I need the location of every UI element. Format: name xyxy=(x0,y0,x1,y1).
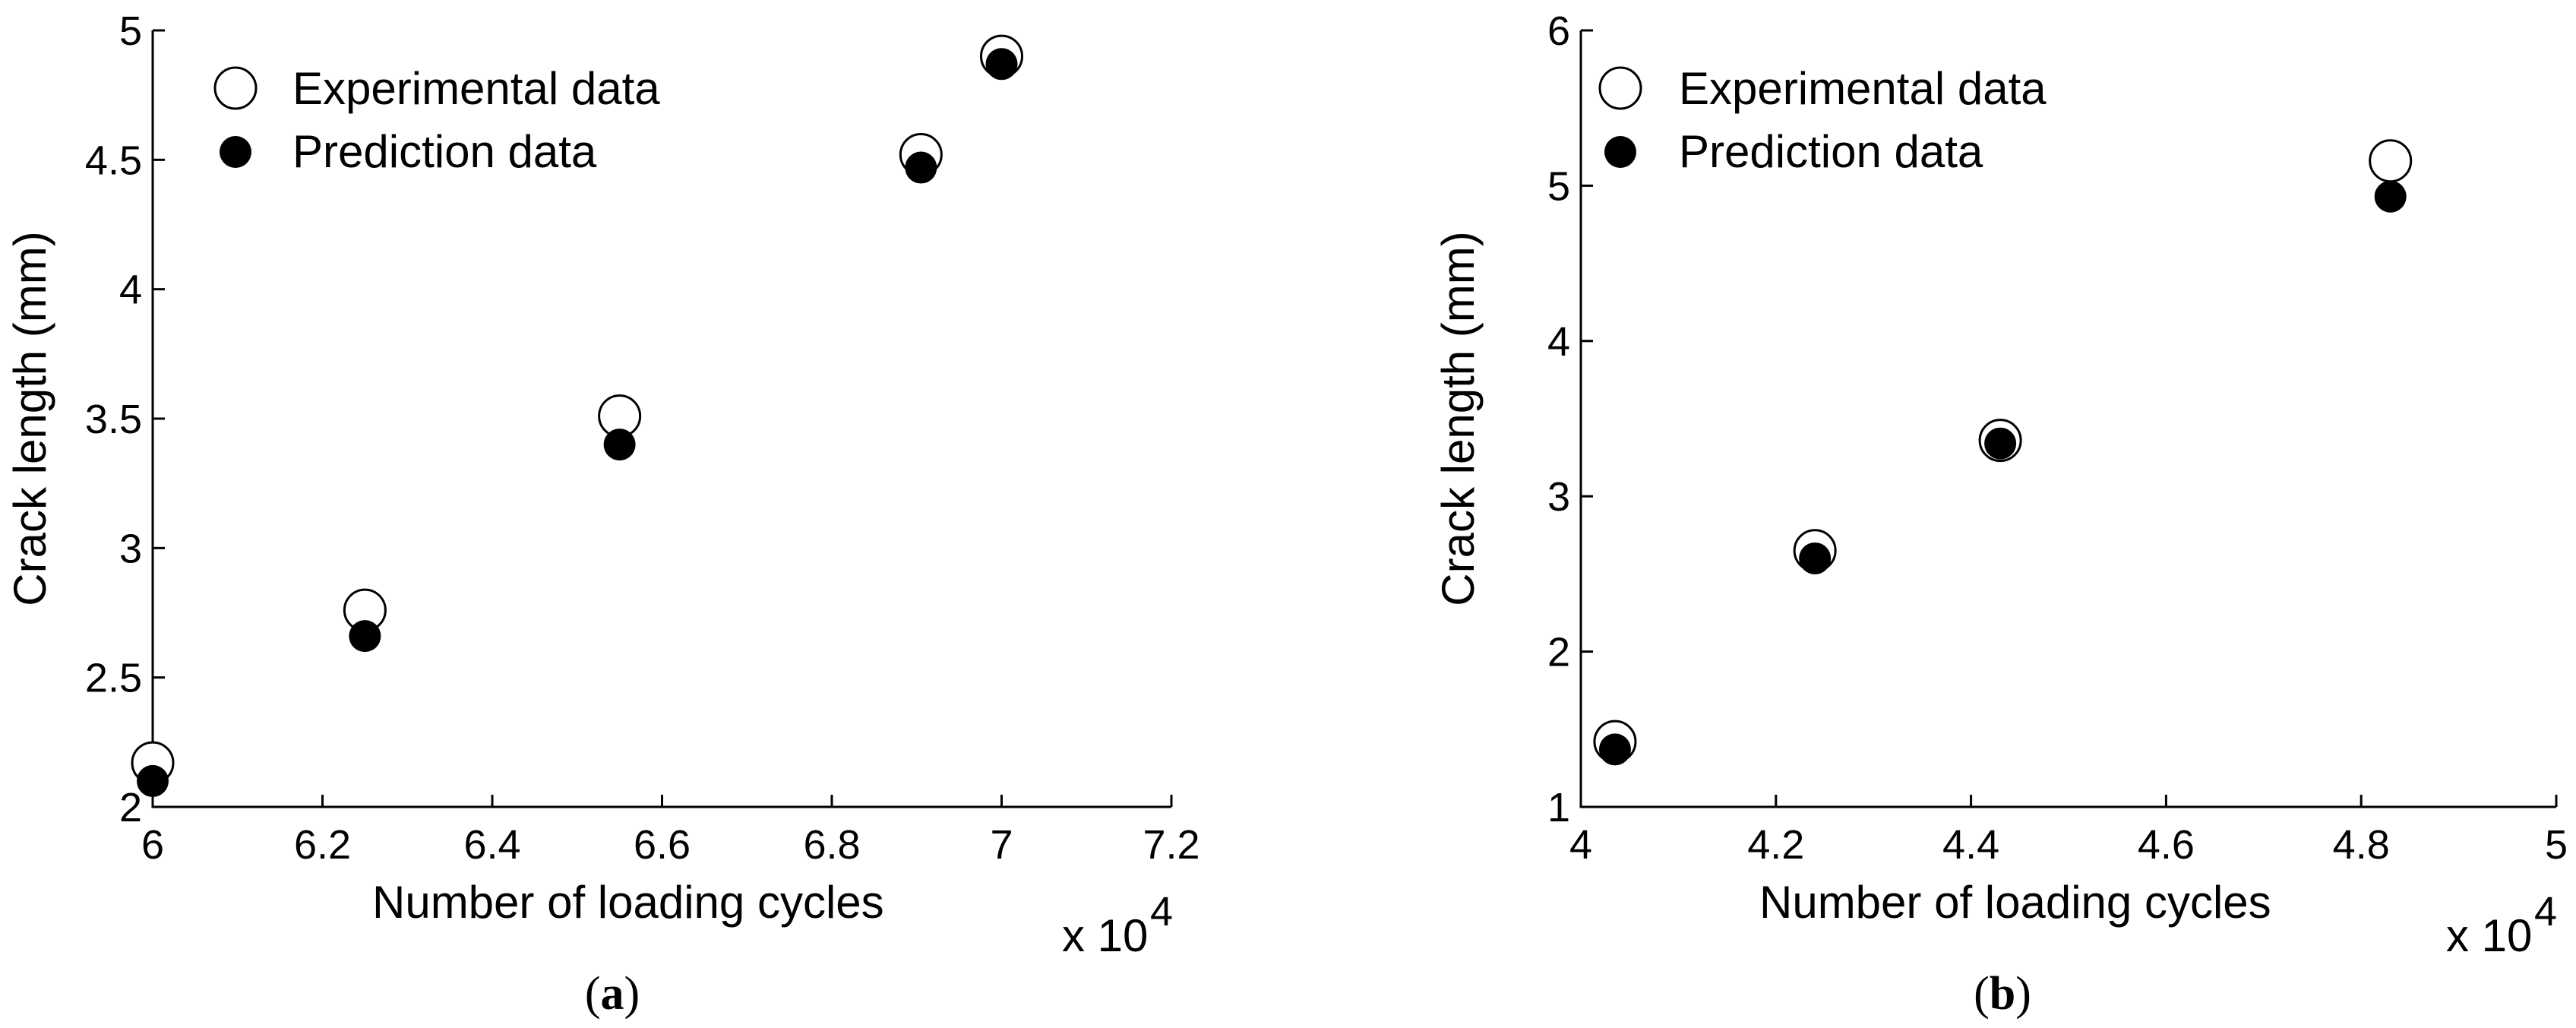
panel-a-y-tick-label: 4.5 xyxy=(85,138,142,183)
panel-a-prediction-point xyxy=(349,620,381,653)
panel-b-y-tick-label: 4 xyxy=(1547,319,1570,365)
panel-a-caption-letter: a xyxy=(601,968,624,1020)
panel-a-legend-prediction-label: Prediction data xyxy=(292,126,597,177)
panel-a-y-tick-label: 3.5 xyxy=(85,397,142,442)
panel-a-y-axis-label: Crack length (mm) xyxy=(5,231,55,606)
panel-b-legend-prediction-marker xyxy=(1604,136,1636,168)
panel-b-x-tick-label: 4.8 xyxy=(2333,822,2390,868)
panel-b-prediction-point xyxy=(1598,733,1631,766)
panel-b-x-tick-label: 4.4 xyxy=(1942,822,1999,868)
panel-b-x-tick-label: 4.2 xyxy=(1747,822,1804,868)
panel-b-x-tick-label: 4 xyxy=(1569,822,1592,868)
panel-b-x-tick-label: 5 xyxy=(2545,822,2568,868)
panel-b-legend: Experimental data Prediction data xyxy=(1598,63,2047,177)
panel-b-prediction-point xyxy=(1799,542,1832,574)
panel-a-prediction-point xyxy=(137,764,169,797)
panel-b-y-tick-label: 5 xyxy=(1547,163,1570,209)
panel-b-y-tick-label: 6 xyxy=(1547,8,1570,54)
panel-a-prediction-point xyxy=(603,429,636,461)
panel-a-legend-prediction-marker xyxy=(220,136,251,168)
panel-b-caption: (b) xyxy=(1974,968,2031,1020)
panel-a-prediction-point xyxy=(905,151,937,184)
panel-b-y-tick-label: 2 xyxy=(1547,630,1570,675)
panel-b-x-axis-label: Number of loading cycles xyxy=(1759,877,2271,928)
panel-b-x-multiplier: x 10 xyxy=(2446,910,2532,961)
panel-a-y-tick-label: 4 xyxy=(119,267,142,313)
panel-a-y-tick-label: 5 xyxy=(119,8,142,54)
panel-a-legend-experimental-marker xyxy=(213,66,258,110)
panel-b-legend-prediction-label: Prediction data xyxy=(1679,126,1983,177)
panel-b-prediction-point xyxy=(1984,427,2017,460)
panel-a-x-axis-label: Number of loading cycles xyxy=(372,877,884,928)
panel-a-x-multiplier: x 10 xyxy=(1062,910,1148,961)
panel-a: 6 6.2 6.4 6.6 6.8 7 7.2 2 2.5 3 3.5 4 4.5 5 Experime… xyxy=(5,8,1200,1020)
panel-b-y-tick-label: 1 xyxy=(1547,785,1570,830)
panel-a-x-tick-label: 6 xyxy=(141,822,164,868)
panel-b-y-axis-label: Crack length (mm) xyxy=(1433,231,1484,606)
panel-a-x-tick-label: 6.8 xyxy=(803,822,860,868)
panel-a-y-tick-label: 2 xyxy=(119,785,142,830)
panel-a-x-exponent: 4 xyxy=(1150,889,1173,935)
panel-b-y-ticks: 1 2 3 4 5 6 xyxy=(1547,8,1593,830)
panel-b-legend-experimental-marker xyxy=(1598,66,1642,110)
panel-a-x-tick-label: 7.2 xyxy=(1143,822,1199,868)
panel-b-points xyxy=(1593,139,2413,766)
panel-b-x-exponent: 4 xyxy=(2534,889,2557,935)
panel-a-x-tick-label: 6.6 xyxy=(634,822,691,868)
panel-a-legend: Experimental data Prediction data xyxy=(213,63,660,177)
panel-b-legend-experimental-label: Experimental data xyxy=(1679,63,2047,114)
panel-a-legend-experimental-label: Experimental data xyxy=(292,63,660,114)
panel-a-x-tick-label: 7 xyxy=(990,822,1013,868)
panel-a-x-ticks: 6 6.2 6.4 6.6 6.8 7 7.2 xyxy=(141,795,1200,868)
panel-b-x-tick-label: 4.6 xyxy=(2138,822,2195,868)
panel-a-prediction-point xyxy=(985,48,1018,81)
panel-a-x-tick-label: 6.4 xyxy=(463,822,520,868)
panel-a-x-tick-label: 6.2 xyxy=(294,822,351,868)
panel-a-caption: (a) xyxy=(585,968,640,1020)
panel-b: 4 4.2 4.4 4.6 4.8 5 1 2 3 4 5 6 Experimental data … xyxy=(1433,8,2568,1020)
panel-a-y-ticks: 2 2.5 3 3.5 4 4.5 5 xyxy=(85,8,165,830)
panel-a-points xyxy=(131,34,1023,797)
panel-b-experimental-point xyxy=(2369,139,2413,183)
panel-b-y-tick-label: 3 xyxy=(1547,474,1570,520)
panel-b-caption-letter: b xyxy=(1990,968,2015,1020)
panel-b-prediction-point xyxy=(2374,180,2407,213)
panel-a-y-tick-label: 2.5 xyxy=(85,656,142,701)
panel-a-y-tick-label: 3 xyxy=(119,526,142,571)
panel-b-x-ticks: 4 4.2 4.4 4.6 4.8 5 xyxy=(1569,795,2568,868)
